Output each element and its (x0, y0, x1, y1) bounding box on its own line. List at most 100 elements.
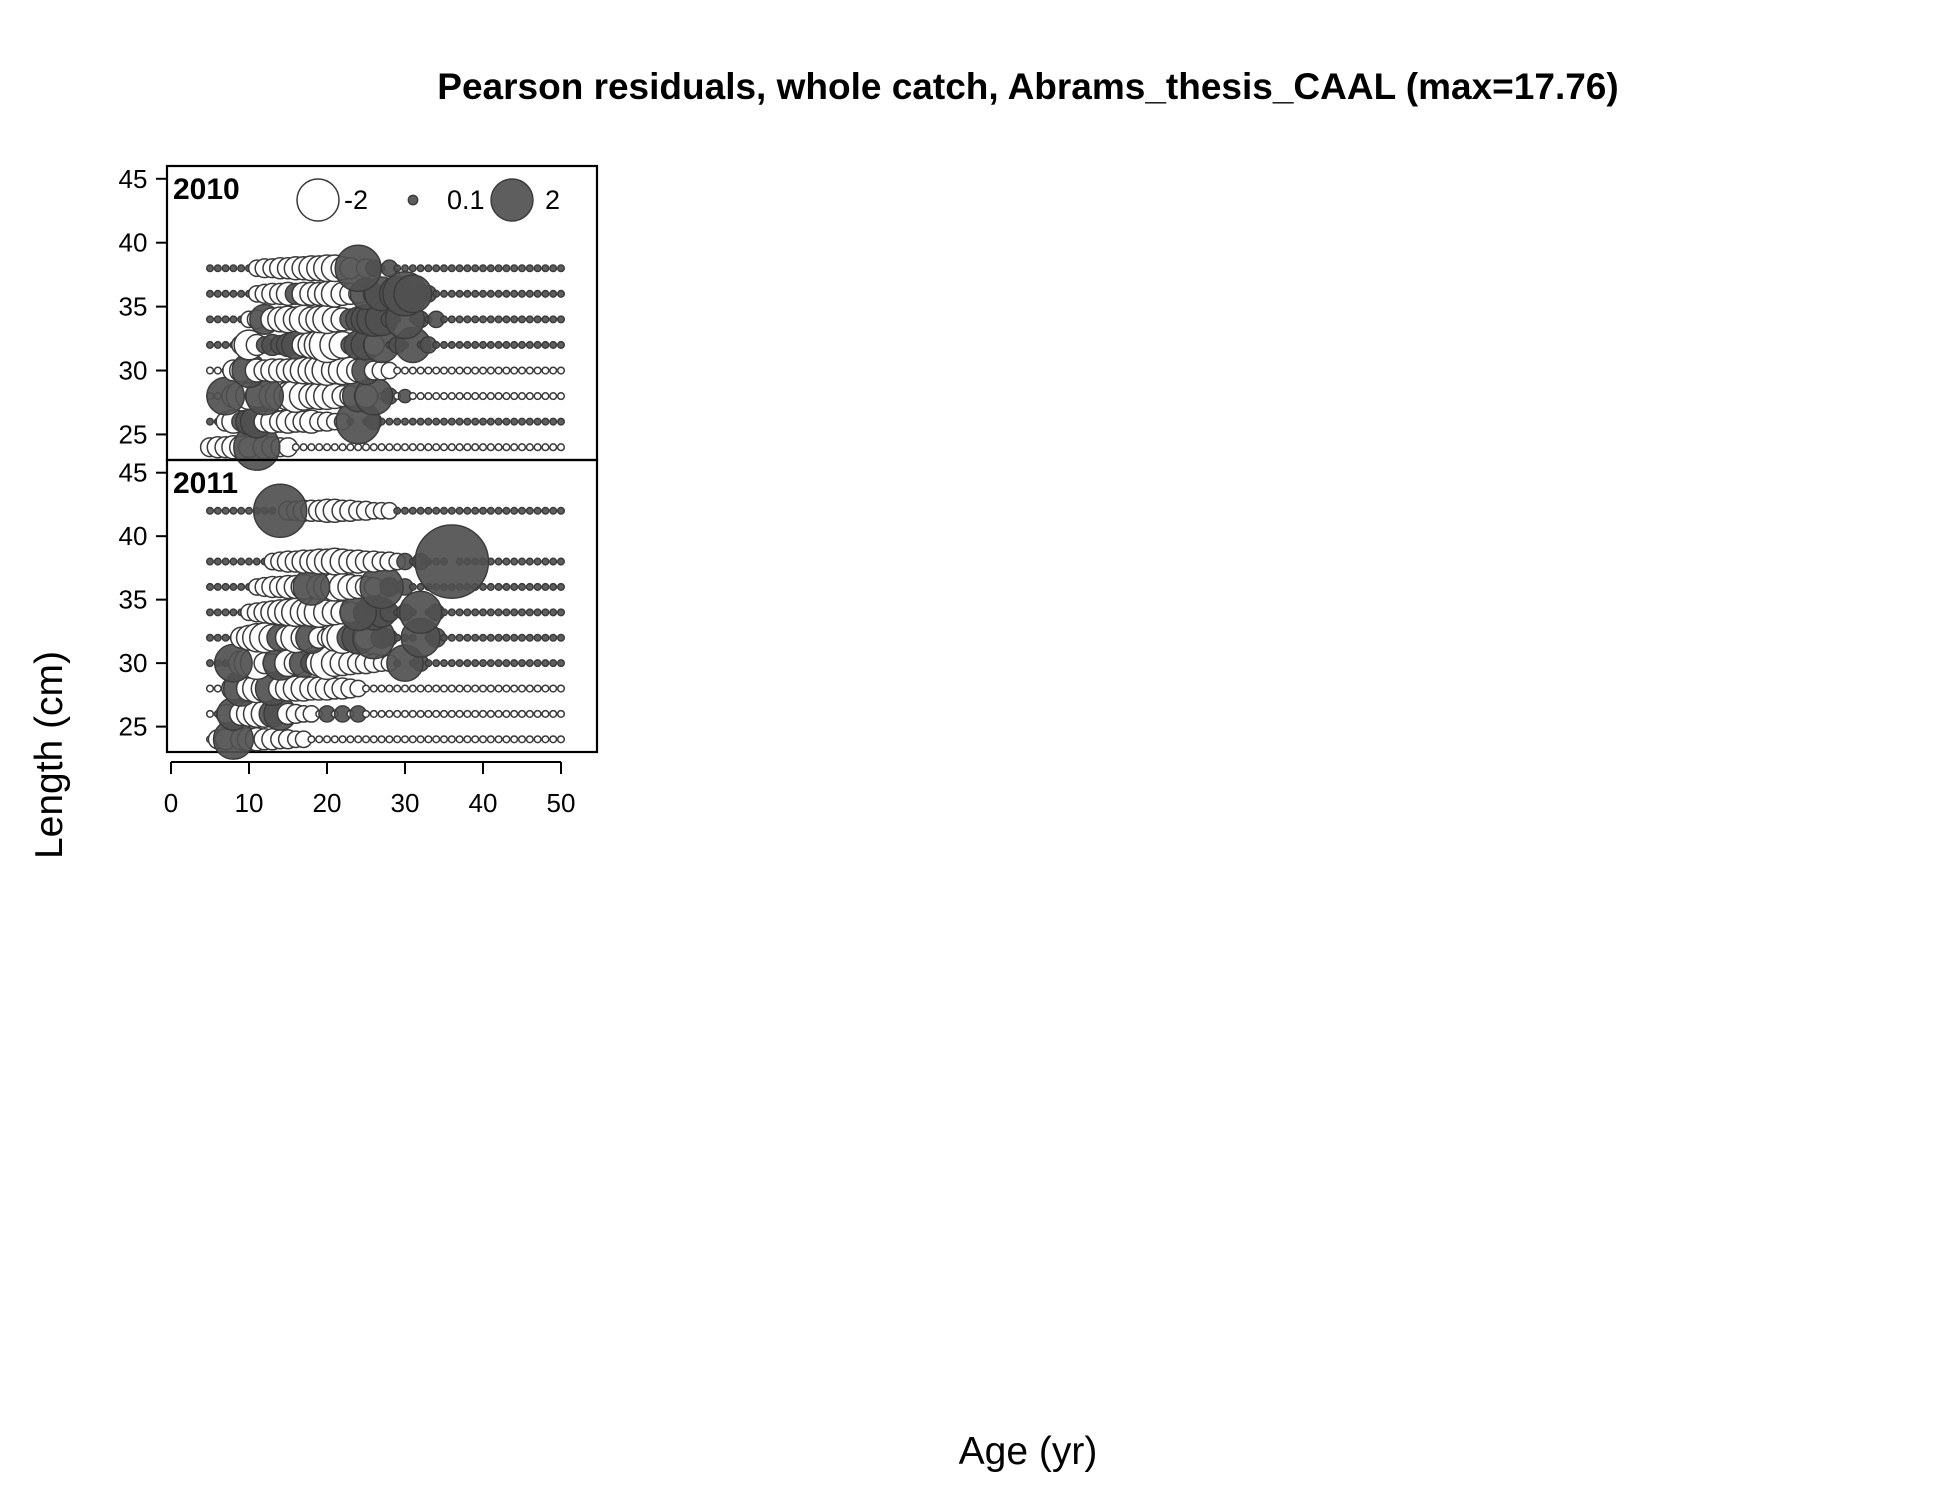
residual-point (525, 264, 534, 273)
residual-point (416, 506, 425, 515)
residual-point (315, 443, 324, 452)
residual-point (463, 443, 472, 452)
residual-point (439, 659, 449, 668)
residual-point (510, 659, 519, 668)
residual-point (432, 340, 441, 349)
residual-point (541, 659, 550, 668)
residual-point (525, 709, 534, 718)
residual-point (416, 264, 425, 273)
residual-point (478, 659, 488, 668)
residual-point (494, 506, 503, 515)
residual-point (478, 315, 488, 324)
residual-point (400, 709, 410, 718)
residual-point (205, 264, 215, 273)
residual-point (510, 735, 519, 744)
residual-point (221, 582, 230, 591)
residual-point (346, 735, 355, 744)
residual-point (361, 709, 371, 718)
residual-point (525, 366, 534, 375)
residual-point (502, 684, 511, 693)
residual-point (533, 709, 542, 718)
residual-point (447, 633, 456, 642)
residual-point (525, 684, 534, 693)
residual-point (432, 417, 441, 426)
residual-point (229, 289, 238, 298)
residual-point (525, 289, 534, 298)
residual-point (478, 506, 488, 515)
residual-point (213, 289, 222, 298)
residual-point (229, 315, 238, 324)
residual-point (556, 315, 566, 324)
residual-point (517, 633, 527, 642)
residual-point (533, 684, 542, 693)
residual-point (463, 633, 472, 642)
residual-point (229, 506, 238, 515)
legend-label: 2 (545, 185, 560, 215)
residual-point (463, 289, 472, 298)
residual-point (407, 194, 419, 206)
residual-point (400, 417, 410, 426)
residual-point (213, 506, 222, 515)
residual-point (478, 417, 488, 426)
residual-point (400, 366, 410, 375)
residual-point (478, 709, 488, 718)
residual-point (369, 709, 378, 718)
residual-point (502, 633, 511, 642)
residual-point (213, 684, 222, 693)
residual-point (408, 392, 417, 401)
residual-point (502, 417, 511, 426)
residual-point (330, 443, 339, 452)
residual-point (205, 366, 215, 375)
residual-point (490, 178, 534, 222)
residual-point (432, 264, 441, 273)
residual-point (510, 417, 519, 426)
residual-point (556, 557, 566, 566)
residual-point (494, 684, 503, 693)
residual-point (408, 684, 417, 693)
residual-point (432, 392, 441, 401)
residual-point (533, 582, 542, 591)
residual-point (549, 608, 558, 617)
residual-point (494, 264, 503, 273)
residual-point (541, 417, 550, 426)
residual-point (502, 709, 511, 718)
residual-point (213, 340, 222, 349)
residual-point (517, 735, 527, 744)
residual-point (494, 582, 503, 591)
residual-point (510, 557, 519, 566)
residual-point (447, 709, 456, 718)
residual-point (494, 443, 503, 452)
residual-point (533, 315, 542, 324)
residual-point (517, 443, 527, 452)
residual-point (455, 735, 464, 744)
y-tick-label: 30 (119, 648, 148, 678)
residual-point (510, 366, 519, 375)
residual-point (205, 289, 215, 298)
residual-point (393, 684, 402, 693)
panels-layer: 25 30 35 40 45 2010 25 30 35 40 45 2011 (119, 164, 599, 760)
residual-point (502, 735, 511, 744)
residual-point (541, 340, 550, 349)
residual-point (432, 659, 441, 668)
residual-point (510, 315, 519, 324)
residual-point (494, 366, 503, 375)
residual-point (549, 392, 558, 401)
legend-label: 0.1 (447, 185, 485, 215)
residual-point (213, 608, 222, 617)
residual-point (334, 244, 382, 292)
residual-point (478, 392, 488, 401)
x-tick-label: 10 (235, 788, 264, 818)
residual-point (463, 417, 472, 426)
residual-point (455, 315, 464, 324)
residual-point (486, 417, 495, 426)
residual-point (541, 633, 550, 642)
residual-point (221, 633, 230, 642)
residual-point (478, 366, 488, 375)
residual-point (439, 392, 449, 401)
residual-point (439, 506, 449, 515)
residual-point (463, 366, 472, 375)
residual-point (486, 315, 495, 324)
residual-point (502, 392, 511, 401)
residual-point (533, 557, 542, 566)
residual-point (541, 443, 550, 452)
